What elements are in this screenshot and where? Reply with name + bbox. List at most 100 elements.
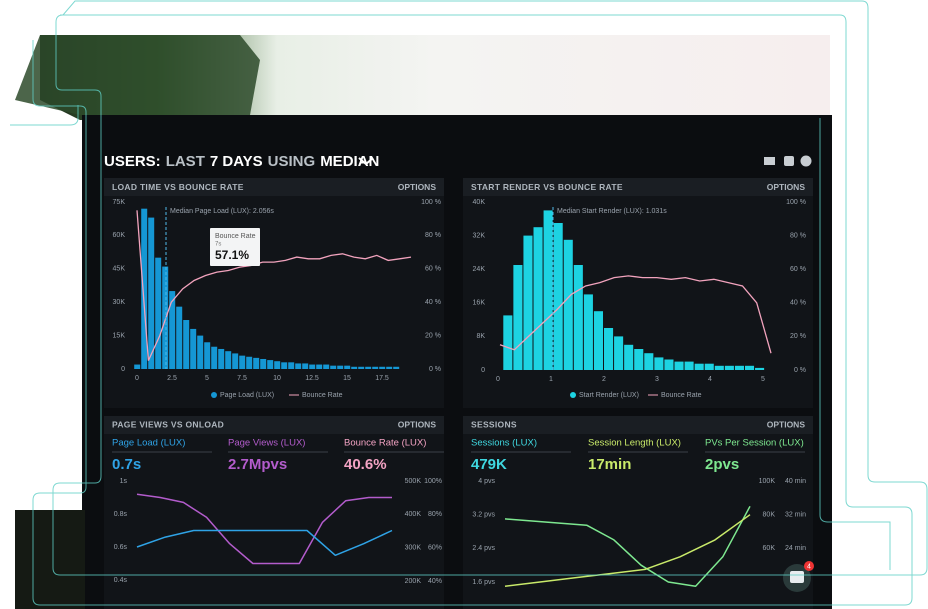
histogram-bar (644, 353, 654, 370)
histogram-bar (543, 210, 553, 370)
histogram-bar (583, 294, 593, 370)
panel-bg (104, 416, 444, 609)
median-annotation: Median Page Load (LUX): 2.056s (170, 208, 274, 215)
panel-options[interactable]: OPTIONS (398, 182, 437, 192)
tooltip (210, 228, 260, 266)
histogram-bar (246, 356, 253, 369)
histogram-bar (513, 265, 523, 370)
histogram-bar (309, 364, 316, 369)
histogram-bar (553, 223, 563, 370)
monitor-icon[interactable] (764, 157, 775, 165)
metric-label: PVs Per Session (LUX) (705, 438, 804, 449)
histogram-bar (204, 342, 211, 369)
dropdown-chevron[interactable] (358, 157, 374, 166)
trend-line (504, 514, 751, 587)
bounce-rate-line (136, 210, 412, 361)
histogram-bar (183, 320, 190, 369)
x-tick-label: 10 (273, 375, 281, 382)
y2-tick-label: 60 % (790, 266, 806, 273)
histogram-bar (232, 353, 239, 369)
histogram-bar (337, 365, 344, 369)
histogram-bar (372, 366, 379, 369)
y2-tick-label: 40 % (790, 300, 806, 307)
panel-options[interactable]: OPTIONS (767, 419, 806, 429)
panel-title: PAGE VIEWS VS ONLOAD (112, 419, 224, 429)
histogram-bar (365, 366, 372, 369)
histogram-bar (386, 366, 393, 369)
bounce-rate-line (499, 275, 772, 354)
title-part: USERS: (104, 153, 161, 170)
trend-line (136, 493, 392, 565)
x-tick-label: 3 (655, 376, 659, 383)
tooltip-sub: 7s (215, 242, 221, 248)
metric-value: 2.7Mpvs (228, 456, 287, 473)
title-part: 7 DAYS (210, 153, 263, 170)
x-tick-label: 17.5 (375, 375, 389, 382)
y2-tick-label: 80K (763, 511, 776, 518)
histogram-bar (624, 344, 634, 370)
badge (804, 561, 814, 571)
histogram-bar (169, 291, 176, 369)
histogram-bar (674, 361, 684, 370)
panel-header (463, 416, 813, 434)
metric-label: Page Load (LUX) (112, 438, 185, 449)
legend-dot (211, 392, 217, 398)
histogram-bar (684, 361, 694, 370)
histogram-bar (724, 365, 734, 370)
legend-dot (570, 392, 576, 398)
histogram-bar (593, 311, 603, 370)
histogram-bar (379, 366, 386, 369)
x-tick-label: 7.5 (237, 375, 247, 382)
y2-tick-label: 100K (759, 478, 776, 485)
desk-shadow (15, 510, 85, 609)
y-tick-label: 45K (113, 266, 126, 273)
panel-title: START RENDER VS BOUNCE RATE (471, 182, 623, 192)
trend-line (504, 505, 751, 587)
y-tick-label: 40K (473, 199, 486, 206)
x-tick-label: 0 (135, 375, 139, 382)
title-part: LAST (166, 153, 205, 170)
tooltip-label: Bounce Rate (215, 233, 256, 240)
metric-label: Sessions (LUX) (471, 438, 537, 449)
y2-tick-label: 0 % (429, 366, 441, 373)
y-tick-label: 60K (113, 232, 126, 239)
legend-label: Bounce Rate (661, 392, 702, 399)
dashboard-title[interactable]: USERS: LAST 7 DAYS USING MEDIAN (104, 153, 379, 170)
help-icon[interactable] (800, 155, 812, 167)
metric-value: 40.6% (344, 456, 387, 473)
histogram-bar (239, 355, 246, 369)
histogram-bar (664, 359, 674, 370)
y-tick-label: 1.6 pvs (472, 579, 495, 586)
histogram-bar (211, 346, 218, 369)
x-tick-label: 2.5 (167, 375, 177, 382)
x-tick-label: 5 (205, 375, 209, 382)
panel-title: LOAD TIME VS BOUNCE RATE (112, 182, 244, 192)
y-tick-label: 32K (473, 232, 486, 239)
y-tick-label: 1s (120, 478, 128, 485)
median-annotation: Median Start Render (LUX): 1.031s (557, 208, 667, 215)
y2-tick-label: 500K (405, 478, 422, 485)
histogram-bar (533, 227, 543, 370)
metric-value: 479K (471, 456, 507, 473)
plant-leaves (15, 35, 260, 115)
panel-options[interactable]: OPTIONS (398, 419, 437, 429)
y2-tick-label: 20 % (790, 333, 806, 340)
y2-tick-label: 100 % (421, 199, 441, 206)
x-tick-label: 0 (496, 376, 500, 383)
histogram-bar (155, 257, 162, 369)
histogram-bar (744, 365, 755, 370)
y3-tick-label: 80% (428, 511, 442, 518)
y2-tick-label: 40 % (425, 299, 441, 306)
share-icon[interactable] (784, 156, 794, 166)
histogram-bar (563, 239, 573, 370)
x-tick-label: 15 (343, 375, 351, 382)
histogram-bar (634, 349, 644, 370)
metric-value: 2pvs (705, 456, 739, 473)
panel-options[interactable]: OPTIONS (767, 182, 806, 192)
histogram-bar (162, 266, 169, 369)
panel-bg (463, 416, 813, 609)
histogram-bar (197, 335, 204, 369)
histogram-bar (734, 365, 744, 370)
y-tick-label: 0.8s (114, 511, 128, 518)
header-icons (764, 155, 812, 167)
